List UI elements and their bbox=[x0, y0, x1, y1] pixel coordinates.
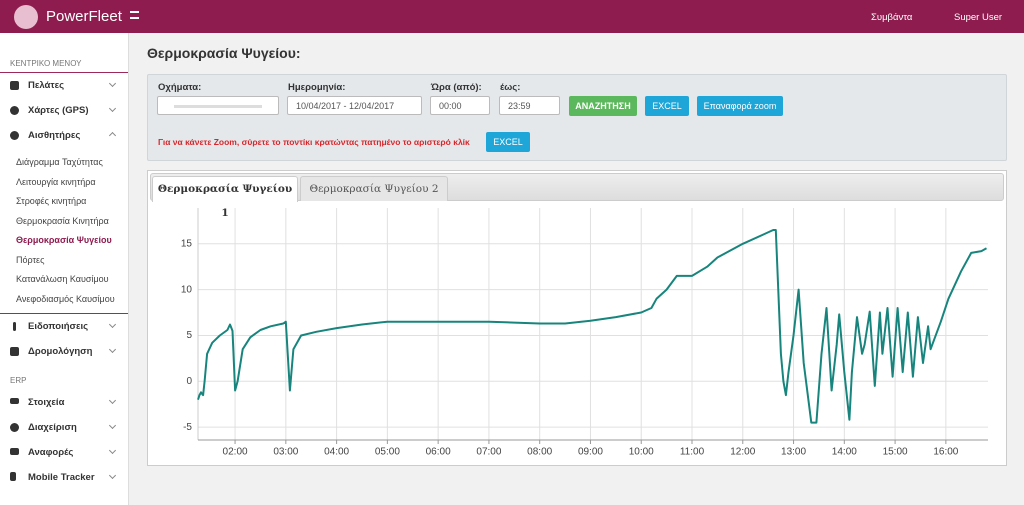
chevron bbox=[108, 396, 117, 405]
x-tick-label: 05:00 bbox=[375, 447, 400, 458]
chevron bbox=[108, 446, 117, 455]
x-tick-label: 08:00 bbox=[527, 447, 552, 458]
submenu-item-active[interactable]: Θερμοκρασία Ψυγείου bbox=[16, 235, 112, 245]
menu-item[interactable]: Αισθητήρες bbox=[28, 130, 81, 141]
label: έως: bbox=[500, 82, 521, 93]
x-tick-label: 16:00 bbox=[933, 447, 958, 458]
user-menu[interactable]: Super User bbox=[954, 12, 1003, 23]
x-tick-label: 09:00 bbox=[578, 447, 603, 458]
search-button[interactable]: ΑΝΑΖΗΤΗΣΗ bbox=[569, 96, 637, 116]
tab-active[interactable]: Θερμοκρασία Ψυγείου 1 bbox=[152, 176, 298, 219]
label: Οχήματα: bbox=[158, 82, 202, 93]
header: PowerFleet Συμβάντα Super User bbox=[0, 0, 1024, 33]
submenu-item[interactable]: Στροφές κινητήρα bbox=[16, 196, 87, 206]
chevron bbox=[108, 104, 117, 113]
chevron bbox=[108, 79, 117, 88]
x-tick-label: 11:00 bbox=[680, 447, 705, 458]
excel-button[interactable]: EXCEL bbox=[645, 96, 689, 116]
chart-card: Θερμοκρασία Ψυγείου 1 Θερμοκρασία Ψυγείο… bbox=[147, 170, 1007, 466]
submenu-item[interactable]: Θερμοκρασία Κινητήρα bbox=[16, 216, 109, 226]
x-tick-label: 12:00 bbox=[730, 447, 755, 458]
icon bbox=[13, 322, 16, 331]
icon bbox=[10, 106, 19, 115]
menu-item[interactable]: Στοιχεία bbox=[28, 397, 65, 408]
chart: -5 0 5 10 15 02:00 03:00 04:00 05:00 06:00 07:00 08… bbox=[181, 208, 988, 458]
submenu-item[interactable]: Λειτουργία κινητήρα bbox=[16, 177, 96, 187]
x-tick-label: 15:00 bbox=[883, 447, 908, 458]
y-tick-label: 0 bbox=[186, 376, 192, 387]
excel-button[interactable]: EXCEL bbox=[486, 132, 530, 152]
icon bbox=[10, 423, 19, 432]
x-tick-label: 06:00 bbox=[426, 447, 451, 458]
y-tick-label: -5 bbox=[183, 422, 192, 433]
icon bbox=[10, 347, 19, 356]
events-menu[interactable]: Συμβάντα bbox=[871, 12, 913, 23]
menu-item[interactable]: Αναφορές bbox=[28, 447, 74, 458]
time-to[interactable]: 23:59 bbox=[499, 96, 560, 115]
chevron bbox=[108, 421, 117, 430]
chevron bbox=[108, 320, 117, 329]
separator bbox=[0, 72, 128, 73]
x-tick-label: 02:00 bbox=[223, 447, 248, 458]
y-tick-label: 5 bbox=[186, 330, 192, 341]
x-tick-label: 14:00 bbox=[832, 447, 857, 458]
y-tick-label: 15 bbox=[181, 238, 193, 249]
x-tick-label: 13:00 bbox=[781, 447, 806, 458]
page-title: Θερμοκρασία Ψυγείου: bbox=[147, 45, 301, 61]
submenu-item[interactable]: Πόρτες bbox=[16, 255, 45, 265]
label: Ώρα (από): bbox=[431, 82, 482, 93]
icon bbox=[10, 81, 19, 90]
menu-item[interactable]: Ειδοποιήσεις bbox=[28, 321, 89, 332]
menu-toggle[interactable] bbox=[130, 11, 139, 19]
section-title: ΚΕΝΤΡΙΚΟ ΜΕΝΟΥ bbox=[10, 59, 82, 68]
y-tick-label: 10 bbox=[181, 284, 193, 295]
x-tick-label: 07:00 bbox=[476, 447, 501, 458]
chevron bbox=[108, 345, 117, 354]
filter-panel: Οχήματα: Ημερομηνία: 10/04/2017 - 12/04/… bbox=[147, 74, 1007, 161]
menu-item[interactable]: Mobile Tracker bbox=[28, 472, 95, 483]
menu-item[interactable]: Πελάτες bbox=[28, 80, 65, 91]
zoom-notice: Για να κάνετε Zoom, σύρετε το ποντίκι κρ… bbox=[158, 137, 470, 147]
icon bbox=[10, 398, 19, 404]
menu-item[interactable]: Διαχείριση bbox=[28, 422, 77, 433]
reset-zoom-button[interactable]: Επαναφορά zoom bbox=[697, 96, 783, 116]
icon bbox=[10, 131, 19, 140]
label: Ημερομηνία: bbox=[288, 82, 346, 93]
time-from[interactable]: 00:00 bbox=[430, 96, 490, 115]
sidebar: ΚΕΝΤΡΙΚΟ ΜΕΝΟΥ Πελάτες Χάρτες (GPS) Αισθ… bbox=[0, 33, 129, 505]
x-tick-label: 10:00 bbox=[629, 447, 654, 458]
menu-item[interactable]: Χάρτες (GPS) bbox=[28, 105, 89, 116]
separator bbox=[0, 313, 128, 314]
x-tick-label: 04:00 bbox=[324, 447, 349, 458]
section-title: ERP bbox=[10, 376, 27, 385]
icon bbox=[10, 472, 16, 481]
menu-item[interactable]: Δρομολόγηση bbox=[28, 346, 93, 357]
chevron bbox=[108, 471, 117, 480]
data-line bbox=[197, 229, 987, 424]
vehicle-select[interactable] bbox=[157, 96, 279, 115]
logo bbox=[14, 5, 38, 29]
tab[interactable]: Θερμοκρασία Ψυγείου 2 bbox=[300, 176, 448, 201]
submenu-item[interactable]: Διάγραμμα Ταχύτητας bbox=[16, 157, 103, 167]
icon bbox=[10, 448, 19, 455]
submenu-item[interactable]: Ανεφοδιασμός Καυσίμου bbox=[16, 294, 115, 304]
submenu-item[interactable]: Κατανάλωση Καυσίμου bbox=[16, 274, 109, 284]
brand[interactable]: PowerFleet bbox=[46, 8, 122, 25]
x-tick-label: 03:00 bbox=[273, 447, 298, 458]
date-input[interactable]: 10/04/2017 - 12/04/2017 bbox=[287, 96, 422, 115]
chevron bbox=[108, 131, 117, 140]
